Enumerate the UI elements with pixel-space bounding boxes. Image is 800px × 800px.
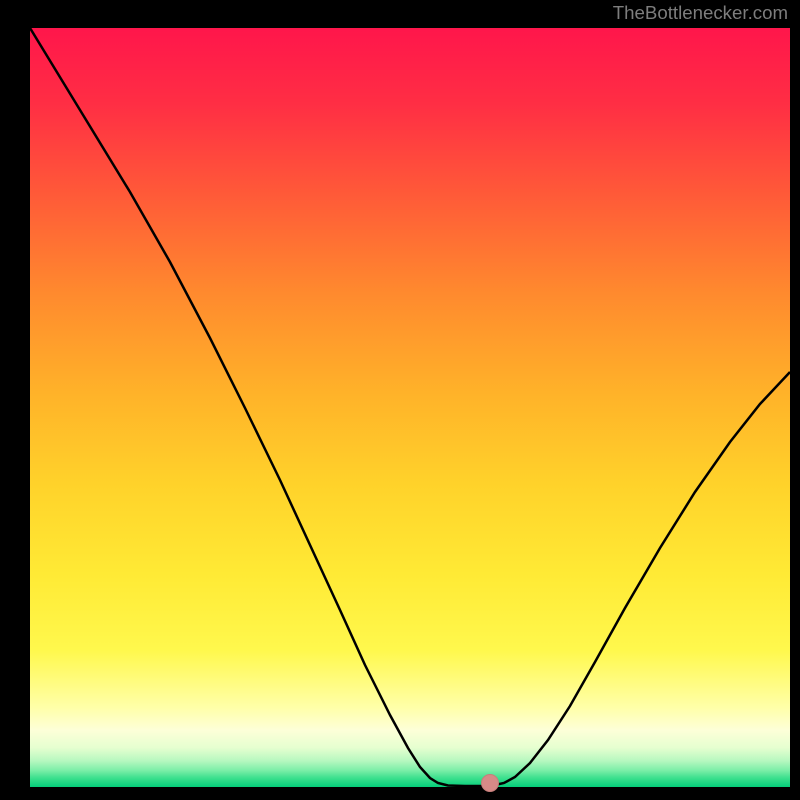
optimum-marker — [481, 774, 499, 792]
curve-path — [30, 28, 790, 786]
watermark-text: TheBottlenecker.com — [613, 2, 788, 24]
plot-area — [30, 28, 790, 787]
bottleneck-curve — [30, 28, 790, 787]
chart-container: TheBottlenecker.com — [0, 0, 800, 800]
